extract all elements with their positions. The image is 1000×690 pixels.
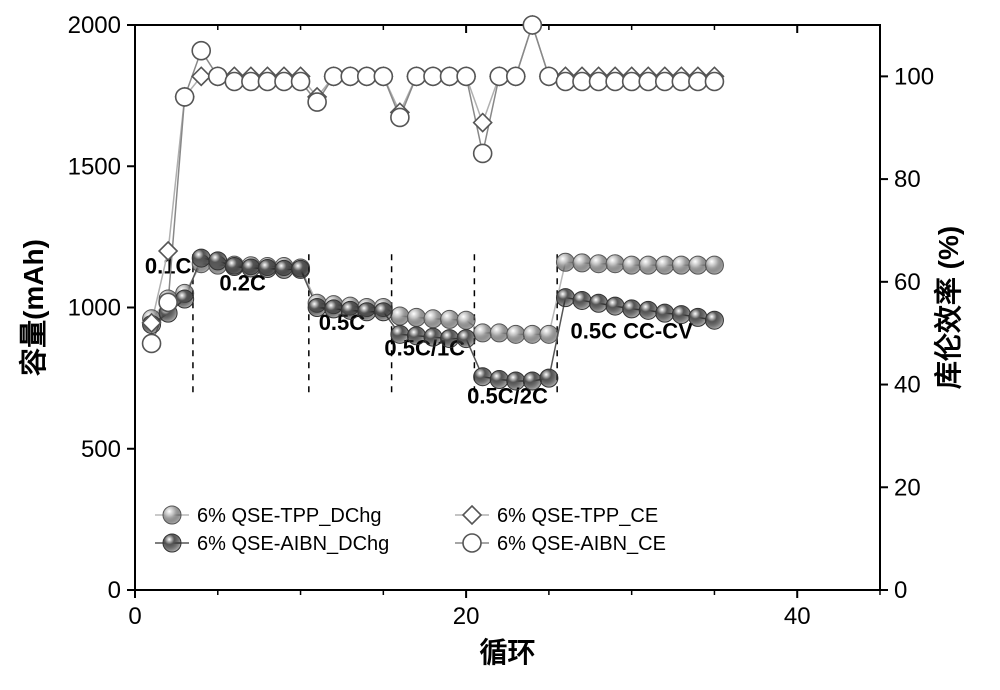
- svg-text:40: 40: [784, 603, 811, 630]
- legend-label: 6% QSE-AIBN_CE: [497, 533, 666, 555]
- chart-svg: 0 20 40 0 500 1000 1500 2000 0 20 40 60 80 100 循环 容量(mA…: [0, 0, 1000, 690]
- y-right-title: 库伦效率 (%): [932, 226, 964, 389]
- legend-label: 6% QSE-TPP_CE: [497, 505, 658, 527]
- legend-label: 6% QSE-AIBN_DChg: [197, 533, 389, 555]
- svg-text:100: 100: [894, 63, 934, 90]
- svg-text:80: 80: [894, 166, 921, 193]
- svg-text:20: 20: [894, 474, 921, 501]
- x-axis-title: 循环: [479, 637, 535, 668]
- svg-text:0: 0: [108, 577, 121, 604]
- svg-text:2000: 2000: [68, 12, 121, 39]
- legend: 6% QSE-TPP_DChg 6% QSE-TPP_CE 6% QSE-AIBN_…: [155, 505, 666, 555]
- svg-text:0: 0: [128, 603, 141, 630]
- legend-label: 6% QSE-TPP_DChg: [197, 505, 382, 527]
- svg-text:1500: 1500: [68, 153, 121, 180]
- y-left-title: 容量(mAh): [17, 239, 49, 376]
- region-label: 0.2C: [219, 271, 266, 296]
- svg-text:60: 60: [894, 269, 921, 296]
- svg-text:0: 0: [894, 577, 907, 604]
- region-label: 0.5C CC-CV: [571, 319, 694, 344]
- svg-text:40: 40: [894, 372, 921, 399]
- svg-text:1000: 1000: [68, 295, 121, 322]
- chart-container: 0 20 40 0 500 1000 1500 2000 0 20 40 60 80 100 循环 容量(mA…: [0, 0, 1000, 690]
- svg-text:20: 20: [453, 603, 480, 630]
- svg-text:500: 500: [81, 436, 121, 463]
